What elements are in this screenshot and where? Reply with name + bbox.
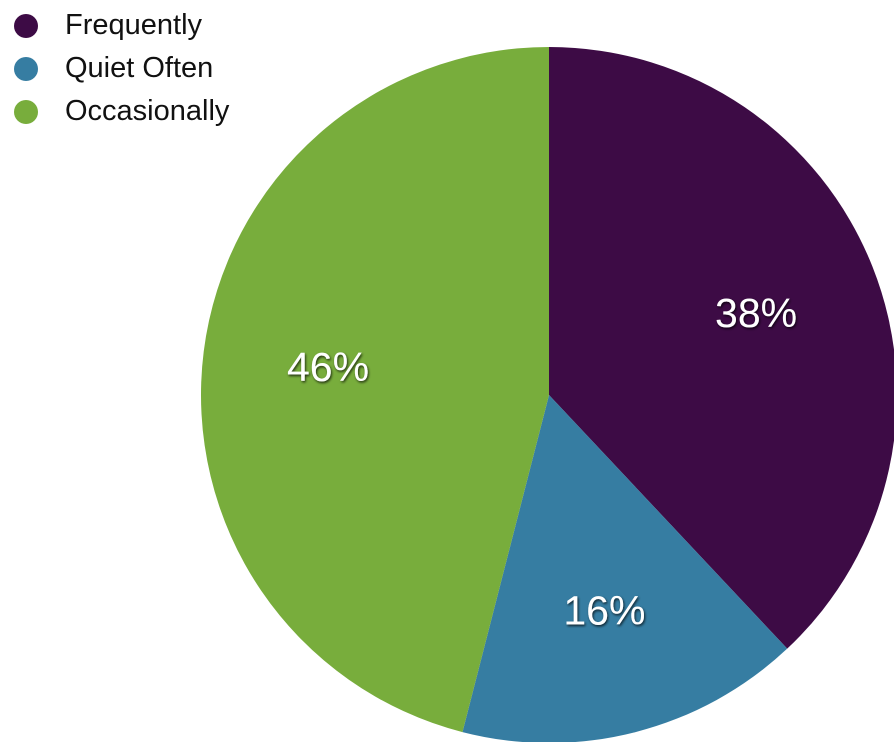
pie-slice-occasionally [200, 46, 549, 733]
chart-legend: Frequently Quiet Often Occasionally [14, 4, 229, 133]
legend-label-quiet-often: Quiet Often [65, 52, 214, 84]
slice-label-frequently: 38% [715, 290, 797, 336]
pie-slice-quiet-often [462, 395, 788, 742]
pie-slice-frequently [549, 47, 894, 649]
legend-swatch-frequently [14, 13, 38, 38]
legend-item-quiet-often: Quiet Often [14, 47, 229, 90]
legend-swatch-occasionally [14, 99, 38, 124]
legend-label-frequently: Frequently [65, 9, 203, 41]
legend-swatch-quiet-often [14, 56, 38, 81]
slice-label-quiet-often: 16% [563, 588, 645, 634]
slice-label-occasionally: 46% [287, 344, 369, 390]
legend-item-occasionally: Occasionally [14, 90, 229, 133]
legend-label-occasionally: Occasionally [65, 95, 230, 127]
legend-item-frequently: Frequently [14, 4, 229, 47]
